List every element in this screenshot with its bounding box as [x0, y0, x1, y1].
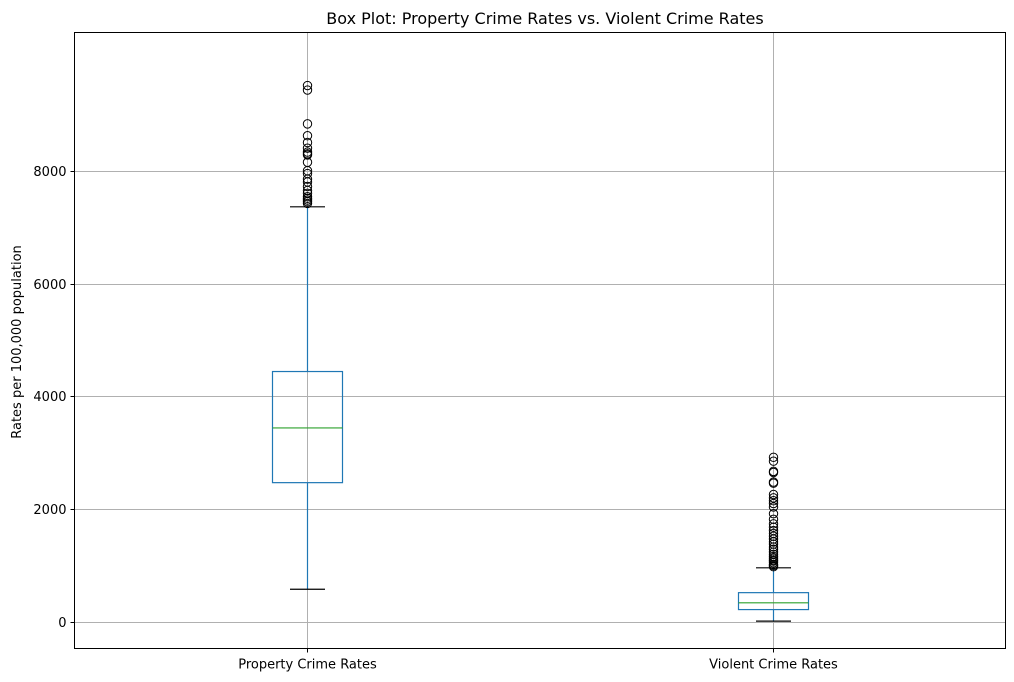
y-axis-label: Rates per 100,000 population — [10, 245, 25, 439]
outlier-point — [302, 168, 313, 179]
y-tick-label: 0 — [58, 616, 66, 631]
boxes — [271, 80, 810, 622]
outlier-point — [768, 452, 779, 462]
outlier-point — [768, 498, 779, 509]
outlier-point — [302, 131, 313, 141]
outlier-point — [302, 143, 313, 153]
outlier-point — [302, 85, 313, 95]
outlier-point — [768, 544, 779, 554]
outlier-point — [768, 502, 779, 512]
outlier-point — [768, 456, 779, 466]
outlier-point — [302, 80, 313, 91]
outlier-point — [768, 522, 779, 532]
box-2 — [737, 452, 810, 622]
y-tick-label: 4000 — [33, 390, 66, 405]
outlier-point — [302, 137, 313, 148]
outlier-point — [768, 549, 779, 559]
outlier-point — [302, 147, 313, 157]
y-tick-label: 2000 — [33, 503, 66, 518]
iqr-box — [737, 592, 810, 611]
outlier-point — [302, 188, 313, 198]
chart-title: Box Plot: Property Crime Rates vs. Viole… — [326, 9, 763, 28]
outlier-point — [768, 514, 779, 525]
iqr-box — [271, 370, 344, 484]
outlier-point — [768, 466, 779, 477]
box-1 — [271, 80, 344, 590]
x-tick-label: Property Crime Rates — [238, 658, 377, 673]
plot-frame — [74, 32, 1006, 649]
outlier-point — [768, 477, 779, 487]
outlier-point — [768, 539, 779, 549]
outlier-point — [768, 519, 779, 529]
outlier-point — [768, 528, 779, 539]
outlier-point — [768, 551, 779, 562]
outlier-point — [768, 496, 779, 506]
outlier-point — [302, 191, 313, 202]
outlier-point — [302, 119, 313, 129]
outlier-point — [768, 542, 779, 552]
y-tick-label: 6000 — [33, 278, 66, 293]
x-tick-label: Violent Crime Rates — [709, 658, 838, 673]
outlier-point — [768, 493, 779, 503]
outlier-point — [302, 181, 313, 192]
outlier-point — [768, 547, 779, 557]
y-tick-label: 8000 — [33, 165, 66, 180]
outlier-point — [768, 508, 779, 519]
outlier-point — [768, 531, 779, 541]
grid-lines — [74, 32, 1006, 649]
outlier-point — [768, 525, 779, 536]
x-axis-tick-labels: Property Crime Rates Violent Crime Rates — [238, 648, 838, 673]
y-axis-ticks: 0 2000 4000 6000 8000 — [33, 165, 75, 631]
outlier-point — [768, 489, 779, 500]
